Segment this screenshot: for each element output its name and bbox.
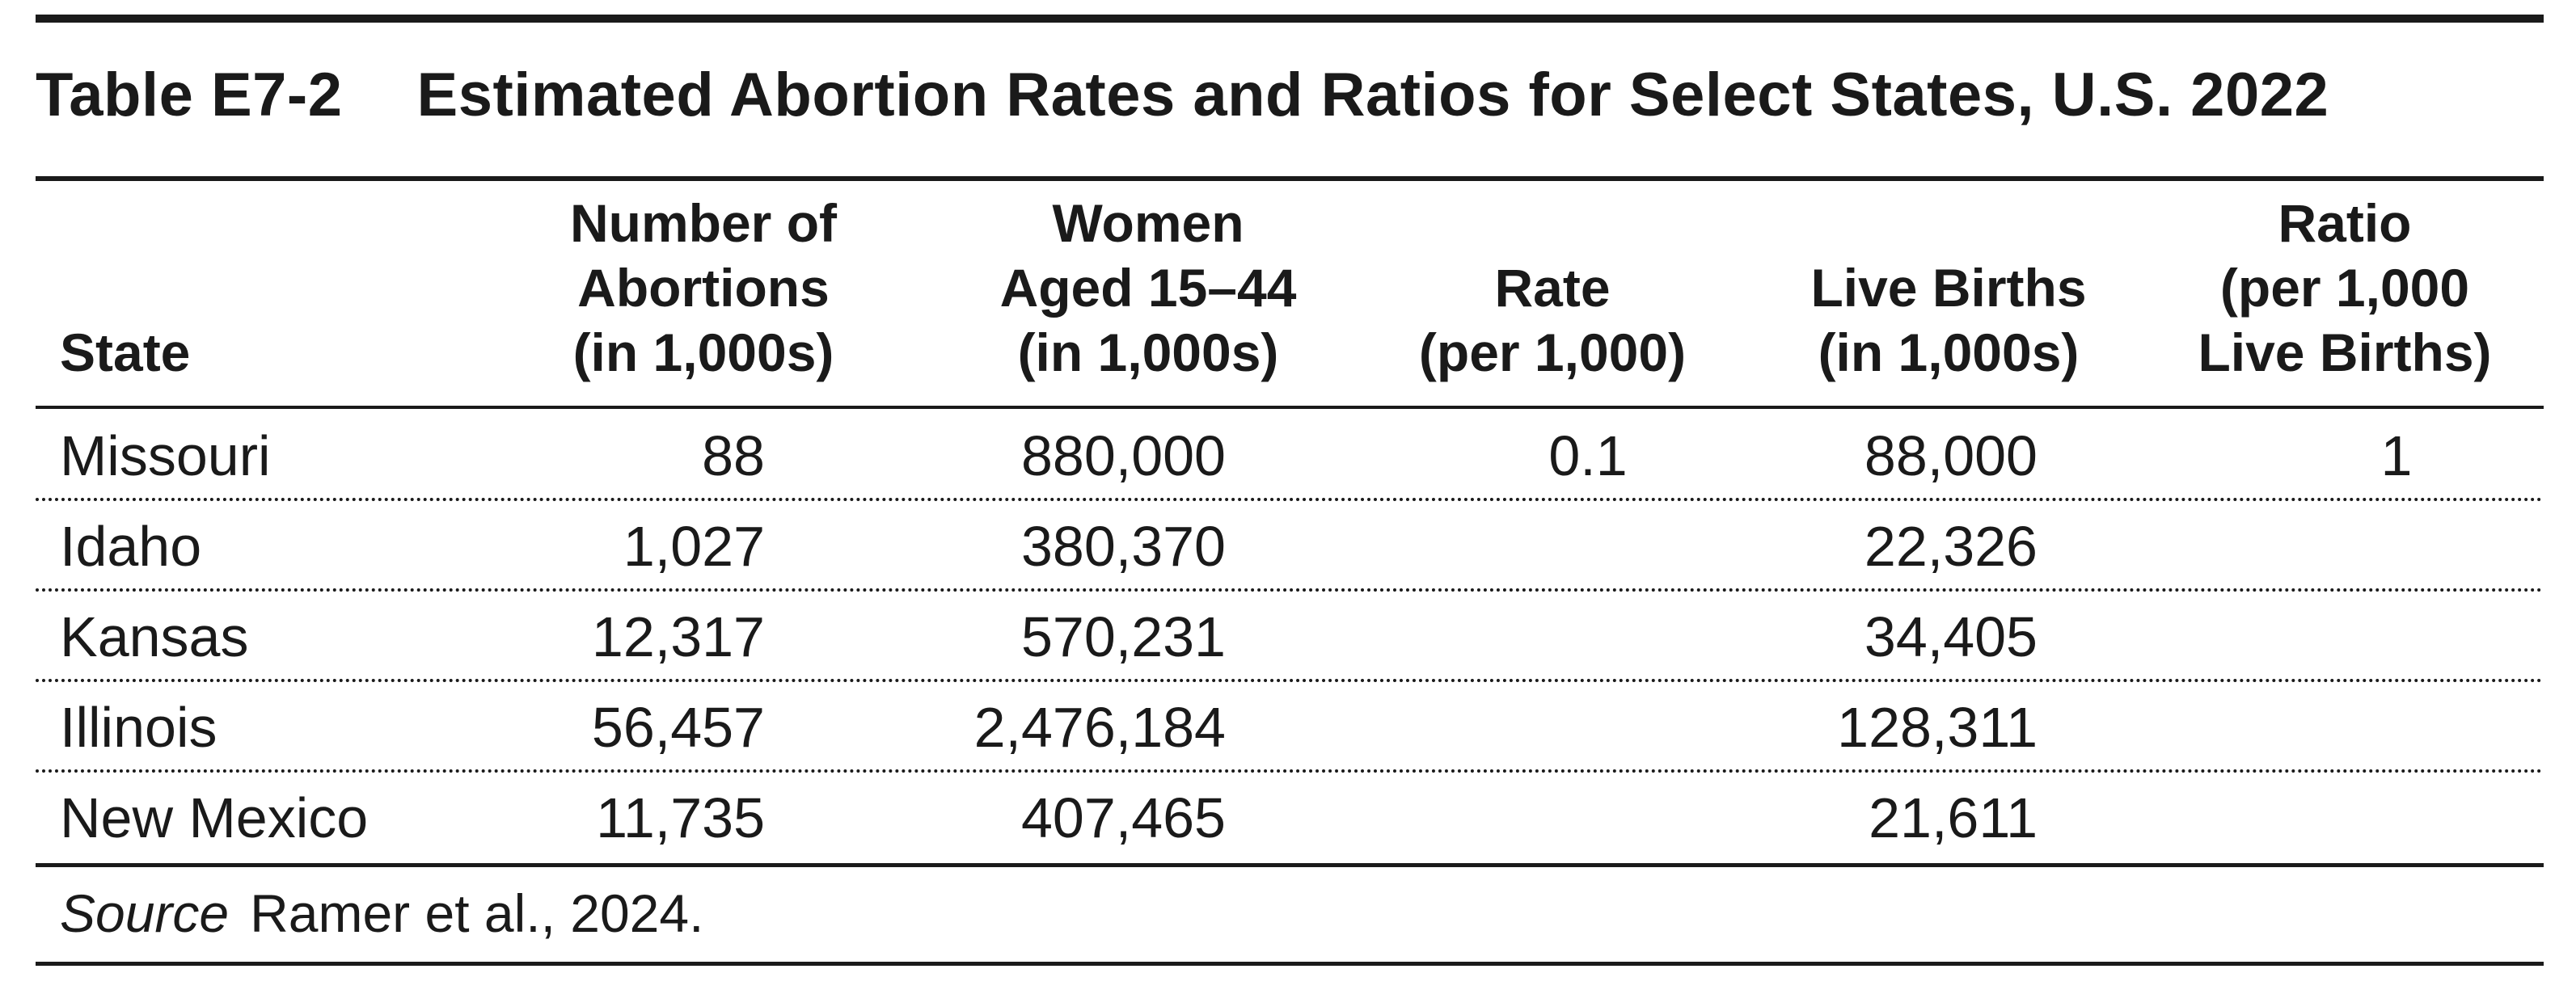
column-header-births: Live Births (in 1,000s)	[1810, 258, 2087, 382]
source-note: Source Ramer et al., 2024.	[60, 873, 703, 954]
cell-ratio	[2267, 501, 2526, 592]
row-divider	[36, 588, 2544, 592]
table-row: Missouri 88 880,000 0.1 88,000 1	[36, 411, 2544, 501]
cell-state: New Mexico	[60, 786, 369, 849]
cell-abortions: 88	[702, 424, 765, 487]
cell-births: 22,326	[1864, 515, 2038, 578]
table-title-text: Estimated Abortion Rates and Ratios for …	[416, 60, 2329, 129]
column-header-ratio: Ratio (per 1,000 Live Births)	[2198, 193, 2492, 382]
cell-state: Illinois	[60, 696, 217, 759]
column-header-rate: Rate (per 1,000)	[1418, 258, 1687, 382]
cell-rate	[1459, 592, 1717, 682]
cell-state: Missouri	[60, 424, 271, 487]
cell-abortions: 12,317	[591, 605, 765, 668]
cell-rate	[1459, 682, 1717, 773]
row-divider	[36, 769, 2544, 773]
bottom-rule	[36, 962, 2544, 966]
table-row: Idaho 1,027 380,370 22,326	[36, 501, 2544, 592]
cell-ratio	[2267, 773, 2526, 863]
cell-state: Kansas	[60, 605, 249, 668]
cell-ratio	[2267, 592, 2526, 682]
cell-women: 880,000	[1020, 424, 1226, 487]
source-label: Source	[60, 883, 230, 943]
source-text: Ramer et al., 2024.	[250, 883, 704, 943]
cell-rate	[1459, 773, 1717, 863]
row-divider	[36, 498, 2544, 501]
cell-women: 380,370	[1020, 515, 1226, 578]
cell-births: 128,311	[1837, 696, 2038, 759]
cell-women: 570,231	[1020, 605, 1226, 668]
cell-ratio: 1	[2380, 424, 2413, 487]
cell-ratio	[2267, 682, 2526, 773]
cell-births: 88,000	[1864, 424, 2038, 487]
column-header-state-line-1: State	[60, 322, 191, 382]
table-bottom-rule	[36, 863, 2544, 867]
cell-rate	[1459, 501, 1717, 592]
top-rule	[36, 15, 2544, 23]
column-header-state: State	[60, 191, 254, 402]
row-divider	[36, 679, 2544, 682]
column-header-abortions: Number of Abortions (in 1,000s)	[570, 193, 837, 382]
header-rule	[36, 406, 2544, 409]
table-label: Table E7-2	[36, 60, 343, 129]
table-row: Illinois 56,457 2,476,184 128,311	[36, 682, 2544, 773]
cell-abortions: 56,457	[591, 696, 765, 759]
column-header-women: Women Aged 15–44 (in 1,000s)	[999, 193, 1297, 382]
table-row: Kansas 12,317 570,231 34,405	[36, 592, 2544, 682]
table-row: New Mexico 11,735 407,465 21,611	[36, 773, 2544, 863]
cell-births: 34,405	[1864, 605, 2038, 668]
cell-abortions: 11,735	[596, 786, 765, 849]
table-title: Table E7-2 Estimated Abortion Rates and …	[36, 50, 2329, 139]
cell-women: 407,465	[1020, 786, 1226, 849]
cell-state: Idaho	[60, 515, 202, 578]
title-rule	[36, 176, 2544, 181]
cell-rate: 0.1	[1548, 424, 1628, 487]
cell-women: 2,476,184	[973, 696, 1226, 759]
cell-abortions: 1,027	[623, 515, 765, 578]
cell-births: 21,611	[1869, 786, 2038, 849]
